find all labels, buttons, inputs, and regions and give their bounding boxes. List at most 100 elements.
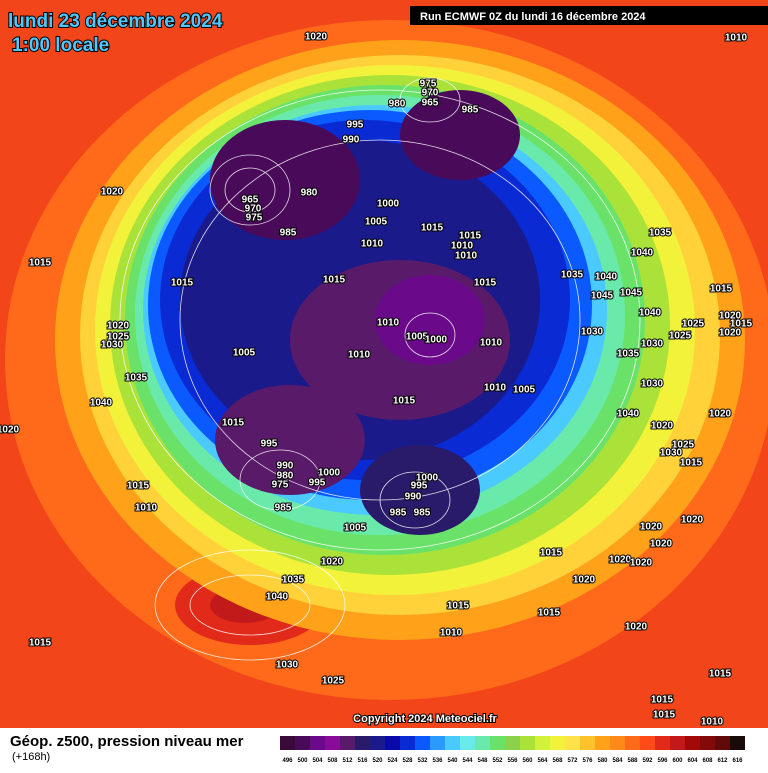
isobar-label: 1035: [561, 270, 584, 281]
isobar-label: 1005: [365, 217, 388, 228]
scale-swatch: [280, 736, 295, 750]
scale-swatch: [445, 736, 460, 750]
isobar-label: 980: [277, 471, 294, 482]
isobar-label: 1010: [440, 628, 463, 639]
scale-swatch: [340, 736, 355, 750]
isobar-label: 1020: [625, 622, 648, 633]
scale-swatch: [700, 736, 715, 750]
isobar-label: 1040: [266, 592, 289, 603]
isobar-label: 985: [414, 508, 431, 519]
legend-title: Géop. z500, pression niveau mer: [10, 733, 244, 750]
title: lundi 23 décembre 2024: [8, 11, 223, 32]
scale-swatch: [670, 736, 685, 750]
isobar-label: 1010: [701, 717, 724, 728]
isobar-label: 1015: [680, 458, 703, 469]
isobar-label: 1020: [101, 187, 124, 198]
isobar-label: 1010: [135, 503, 158, 514]
isobar-label: 1040: [595, 272, 618, 283]
scale-swatch: [550, 736, 565, 750]
scale-swatch: [310, 736, 325, 750]
isobar-label: 990: [343, 135, 360, 146]
isobar-label: 1035: [282, 575, 305, 586]
scale-label: 588: [627, 758, 638, 764]
isobar-label: 1015: [127, 481, 150, 492]
scale-swatch: [475, 736, 490, 750]
time: 1:00 locale: [12, 35, 109, 56]
run-bar: [410, 6, 768, 25]
scale-label: 596: [657, 758, 668, 764]
isobar-label: 1010: [725, 33, 748, 44]
isobar-label: 1020: [321, 557, 344, 568]
color-scale: 496 500 504 508 512 516 520 524 528 532 536 540 544 5…: [280, 736, 745, 764]
isobar-label: 975: [246, 213, 263, 224]
isobar-label: 1030: [276, 660, 299, 671]
scale-swatch: [520, 736, 535, 750]
scale-swatch: [430, 736, 445, 750]
isobar-label: 985: [462, 105, 479, 116]
scale-swatch: [460, 736, 475, 750]
isobar-label: 985: [390, 508, 407, 519]
isobar-label: 1020: [651, 421, 674, 432]
isobar-label: 970: [422, 88, 439, 99]
isobar-label: 1015: [540, 548, 563, 559]
scale-swatch: [325, 736, 340, 750]
isobar-label: 990: [405, 492, 422, 503]
isobar-label: 1015: [474, 278, 497, 289]
scale-label: 548: [477, 758, 488, 764]
isobar-label: 990: [277, 461, 294, 472]
isobar-label: 1015: [421, 223, 444, 234]
scale-swatch: [610, 736, 625, 750]
isobar-label: 1015: [29, 638, 52, 649]
isobar-label: 1040: [631, 248, 654, 259]
isobar-label: 1010: [480, 338, 503, 349]
isobar-label: 1020: [709, 409, 732, 420]
isobar-label: 1000: [377, 199, 400, 210]
scale-label: 500: [297, 758, 308, 764]
isobar-label: 1020: [650, 539, 673, 550]
scale-label: 592: [642, 758, 653, 764]
scale-swatch: [655, 736, 670, 750]
scale-swatch: [370, 736, 385, 750]
isobar-label: 1040: [617, 409, 640, 420]
scale-label: 556: [507, 758, 518, 764]
isobar-label: 980: [301, 188, 318, 199]
isobar-label: 995: [411, 481, 428, 492]
isobar-label: 1025: [107, 332, 130, 343]
isobar-label: 1035: [617, 349, 640, 360]
scale-swatch: [565, 736, 580, 750]
scale-label: 616: [732, 758, 743, 764]
isobar-label: 975: [420, 79, 437, 90]
scale-label: 608: [702, 758, 713, 764]
isobar-label: 1025: [669, 331, 692, 342]
isobar-label: 1015: [459, 231, 482, 242]
isobar-label: 1015: [651, 695, 674, 706]
isobar-label: 985: [280, 228, 297, 239]
isobar-label: 1030: [660, 448, 683, 459]
scale-label: 564: [537, 758, 548, 764]
isobar-label: 1035: [125, 373, 148, 384]
scale-label: 536: [432, 758, 443, 764]
isobar-label: 1010: [361, 239, 384, 250]
isobar-label: 1020: [719, 328, 742, 339]
scale-swatch: [415, 736, 430, 750]
isobar-label: 995: [261, 439, 278, 450]
scale-label: 568: [552, 758, 563, 764]
isobar-label: 965: [242, 195, 259, 206]
scale-swatch: [730, 736, 745, 750]
isobar-label: 1020: [0, 425, 20, 436]
scale-label: 532: [417, 758, 428, 764]
scale-label: 584: [612, 758, 623, 764]
isobar-label: 1020: [681, 515, 704, 526]
scale-swatch: [295, 736, 310, 750]
scale-swatch: [595, 736, 610, 750]
isobar-label: 1010: [451, 241, 474, 252]
isobar-label: 980: [389, 99, 406, 110]
isobar-label: 1010: [377, 318, 400, 329]
isobar-label: 1015: [730, 319, 753, 330]
scale-label: 540: [447, 758, 458, 764]
scale-swatch: [505, 736, 520, 750]
scale-label: 512: [342, 758, 353, 764]
scale-label: 600: [672, 758, 683, 764]
isobar-label: 1020: [640, 522, 663, 533]
